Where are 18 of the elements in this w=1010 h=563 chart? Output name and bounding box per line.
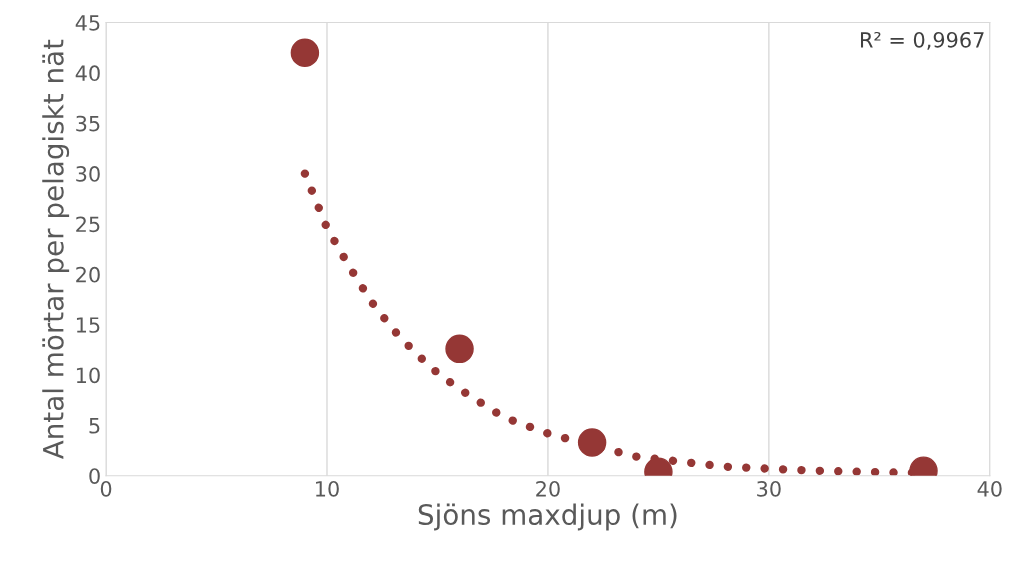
y-tick-label: 35 <box>76 115 100 132</box>
x-tick-label: 0 <box>100 480 112 497</box>
x-tick-label: 20 <box>536 480 560 497</box>
y-tick-label: 25 <box>76 216 100 233</box>
y-tick-label: 5 <box>89 418 100 434</box>
y-tick-label: 15 <box>76 317 100 333</box>
x-tick-label: 10 <box>316 480 339 497</box>
y-tick-label: 30 <box>76 166 100 182</box>
y-tick-label: 45 <box>75 15 100 31</box>
y-tick-label: 20 <box>76 266 100 283</box>
y-axis-title: Antal mörtar per pelagiskt nät <box>42 39 70 460</box>
x-axis-title: Sjöns maxdjup (m) <box>418 503 677 531</box>
annotation: R² = 0,9967 <box>861 31 984 50</box>
x-tick-label: 30 <box>757 480 781 497</box>
y-tick-label: 40 <box>75 65 100 82</box>
y-tick-label: 0 <box>89 468 100 484</box>
y-tick-label: 10 <box>76 367 100 384</box>
x-tick-label: 40 <box>977 480 1002 497</box>
